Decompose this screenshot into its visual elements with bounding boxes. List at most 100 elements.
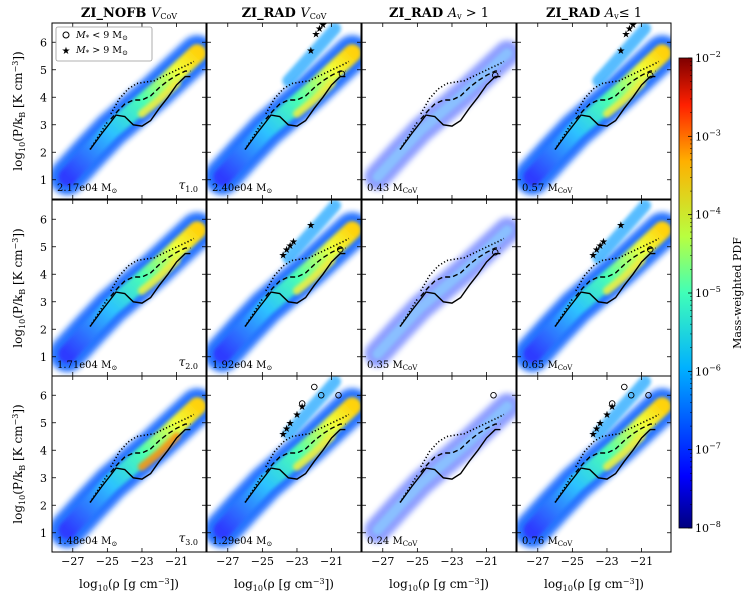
curve-dotted: [420, 237, 505, 292]
circle-marker: [311, 383, 318, 391]
circle-marker: [491, 71, 499, 79]
mass-annotation: 0.65 MCoV: [522, 360, 573, 372]
curve-dashed: [420, 247, 501, 297]
y-tick-label: 5: [40, 417, 47, 430]
star-marker: ★: [622, 30, 631, 41]
legend-box: [55, 26, 153, 62]
x-tick-label: −23: [285, 555, 308, 568]
circle-marker: [338, 70, 346, 78]
star-marker: ★: [306, 220, 315, 231]
curve-dotted: [110, 413, 195, 468]
x-tick-label: −21: [475, 555, 498, 568]
x-tick-label: −27: [216, 555, 239, 568]
x-tick-label: −27: [61, 555, 84, 568]
colorbar-tick-label: 10−6: [695, 363, 721, 378]
y-tick-label: 3: [40, 472, 47, 485]
curve-dotted: [265, 413, 350, 468]
y-tick-label: 3: [40, 296, 47, 309]
x-tick-label: −25: [561, 555, 584, 568]
x-axis-label: log10(ρ [g cm−3]): [389, 577, 489, 593]
mass-annotation: 2.17e04 M⊙: [57, 183, 117, 195]
y-tick-label: 1: [40, 351, 47, 364]
curve-dotted: [110, 60, 195, 115]
star-marker: ★: [286, 241, 295, 252]
y-axis-label: log10(P/kB [K cm−3]): [11, 228, 27, 347]
x-tick-label: −25: [96, 555, 119, 568]
star-marker: ★: [616, 220, 625, 231]
column-title-zi-rad: ZI_RAD VCoV: [242, 6, 327, 21]
y-tick-label: 2: [40, 499, 47, 512]
curve-solid: [244, 252, 346, 327]
circle-marker: [646, 246, 654, 253]
mass-annotation: 0.43 MCoV: [367, 183, 418, 195]
circle-marker: [627, 392, 635, 399]
y-tick-label: 6: [40, 213, 47, 226]
star-marker: ★: [592, 424, 601, 435]
legend-star-marker: ★: [62, 46, 71, 57]
curve-dashed: [110, 423, 191, 473]
star-marker: ★: [616, 46, 625, 57]
star-marker: ★: [282, 245, 291, 256]
star-marker: ★: [279, 251, 288, 262]
star-marker: ★: [625, 24, 634, 35]
curve-dotted: [420, 60, 505, 115]
curve-dashed: [265, 247, 346, 297]
curve-solid: [554, 252, 656, 327]
panel-frame: [206, 22, 362, 200]
panel-frame: [516, 22, 672, 200]
x-axis-label: log10(ρ [g cm−3]): [79, 577, 179, 593]
column-title-zi-nofb: ZI_NOFB VCoV: [81, 6, 177, 21]
x-tick-label: −23: [130, 555, 153, 568]
star-marker: ★: [306, 46, 315, 57]
density-cloud: [517, 376, 671, 548]
star-marker: ★: [292, 410, 301, 421]
panel-frame: [516, 375, 672, 553]
curve-solid: [89, 252, 191, 327]
x-tick-label: −23: [440, 555, 463, 568]
curve-solid: [244, 75, 346, 150]
curve-solid: [399, 75, 501, 150]
x-tick-label: −21: [165, 555, 188, 568]
panel-r3-zi-rad: ★★★★★−27 −25 −23 −211.29e04 M⊙: [206, 375, 362, 568]
star-marker: ★: [298, 402, 307, 413]
colorbar-tick-label: 10−4: [695, 207, 721, 222]
y-tick-label: 5: [40, 241, 47, 254]
x-tick-label: −25: [251, 555, 274, 568]
curve-dotted: [575, 413, 660, 468]
tau-annotation: τ2.0: [179, 355, 198, 371]
panel-r3-zi-nofb: −27 −25 −23 −21 1 2 3 4 5 6 1.48e04 M⊙ τ3.0: [40, 375, 207, 568]
curve-dotted: [110, 237, 195, 292]
column-title-zi-rad-av-le1: ZI_RAD Av≤ 1: [546, 6, 642, 21]
panel-frame: [361, 375, 517, 553]
density-cloud: [517, 23, 671, 195]
circle-marker: [490, 392, 497, 399]
curve-solid: [244, 428, 346, 503]
mass-annotation: 1.48e04 M⊙: [57, 536, 117, 548]
density-cloud: [52, 212, 206, 372]
curve-solid: [89, 75, 191, 150]
mass-annotation: 1.29e04 M⊙: [212, 536, 272, 548]
star-marker: ★: [286, 418, 295, 429]
panel-r1-zi-rad: ★★★★2.40e04 M⊙: [206, 22, 362, 200]
panel-r2-zi-rad-av-le1: ★★★★★0.65 MCoV: [516, 199, 672, 377]
star-marker: ★: [599, 237, 608, 248]
colorbar-tick-label: 10−3: [695, 128, 721, 143]
y-axis-label: log10(P/kB [K cm−3]): [11, 51, 27, 170]
density-cloud: [364, 217, 516, 367]
colorbar-tick-label: 10−7: [695, 442, 721, 457]
star-marker: ★: [279, 429, 288, 440]
star-marker: ★: [589, 251, 598, 262]
density-cloud: [517, 200, 671, 372]
curve-dashed: [265, 70, 346, 120]
circle-marker: [335, 392, 342, 399]
panel-r3-zi-rad-av-gt1: −27 −25 −23 −21 0.24 MCoV: [361, 375, 517, 568]
curve-dotted: [420, 413, 505, 468]
curve-solid: [554, 428, 656, 503]
curve-dashed: [575, 423, 656, 473]
curve-dotted: [265, 237, 350, 292]
y-tick-label: 4: [40, 444, 47, 457]
circle-marker: [608, 400, 616, 407]
density-cloud: [207, 200, 361, 372]
y-tick-label: 5: [40, 64, 47, 77]
